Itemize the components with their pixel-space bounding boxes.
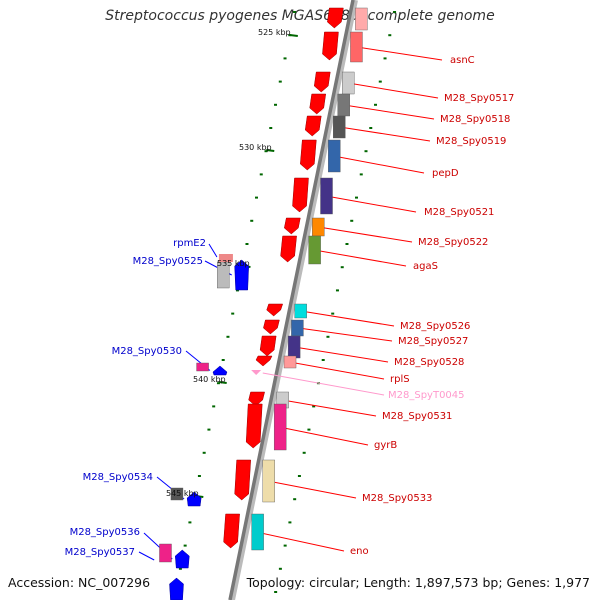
- gene-box-gyrB[interactable]: [273, 403, 287, 451]
- gene-box-asnC-upstream[interactable]: [355, 7, 368, 31]
- gene-label-M28_Spy0534[interactable]: M28_Spy0534: [83, 472, 153, 483]
- gene-arrow-M28_Spy0531[interactable]: [248, 391, 377, 417]
- gene-box-M28_Spy0526[interactable]: [294, 303, 307, 319]
- gene-box-M28_Spy0530[interactable]: [196, 362, 209, 372]
- gene-box-M28_Spy0534[interactable]: [170, 487, 184, 501]
- gene-arrow-gyrB[interactable]: [245, 403, 369, 449]
- gene-arrow-asnC-upstream[interactable]: [327, 7, 344, 29]
- gene-label-M28_Spy0536[interactable]: M28_Spy0536: [70, 527, 140, 538]
- gene-label-M28_Spy0537[interactable]: M28_Spy0537: [65, 547, 135, 558]
- gene-arrow-M28_SpyT0045[interactable]: [251, 370, 262, 375]
- gene-arrow-pepD[interactable]: [300, 139, 425, 174]
- gene-arrow-M28_Spy0528[interactable]: [259, 335, 389, 363]
- gene-label-M28_Spy0526[interactable]: M28_Spy0526: [400, 321, 470, 332]
- gene-label-asnC[interactable]: asnC: [450, 55, 475, 66]
- gene-label-eno[interactable]: eno: [350, 546, 369, 557]
- gene-arrow-M28_Spy0533[interactable]: [234, 459, 357, 501]
- gene-box-M28_Spy0522[interactable]: [312, 217, 325, 237]
- gene-box-M28_Spy0521[interactable]: [320, 177, 333, 215]
- tick-major-525: [289, 34, 298, 37]
- gene-label-gyrB[interactable]: gyrB: [374, 440, 397, 451]
- gene-label-M28_Spy0518[interactable]: M28_Spy0518: [440, 114, 510, 125]
- tick-label-540: 540 kbp: [193, 375, 226, 384]
- accession-text: Accession: NC_007296: [8, 575, 151, 590]
- gene-box-M28_Spy0517[interactable]: [342, 71, 355, 95]
- leader-rpmE2: [208, 243, 218, 258]
- gene-label-rpmE2[interactable]: rpmE2: [173, 238, 206, 249]
- genome-summary-text: Topology: circular; Length: 1,897,573 bp…: [246, 575, 590, 590]
- gene-arrow-M28_Spy0519[interactable]: [304, 115, 431, 142]
- map-title: Streptococcus pyogenes MGAS6180, complet…: [105, 8, 495, 24]
- gene-box-M28_Spy0533[interactable]: [262, 459, 275, 503]
- gene-label-M28_Spy0521[interactable]: M28_Spy0521: [424, 207, 494, 218]
- gene-box-agaS[interactable]: [308, 235, 321, 265]
- gene-box-M28_Spy0527[interactable]: [291, 319, 304, 337]
- gene-label-pepD[interactable]: pepD: [432, 168, 459, 179]
- gene-arrow-M28_Spy0526[interactable]: [266, 303, 395, 327]
- leader-M28_Spy0537: [138, 551, 155, 561]
- gene-label-M28_SpyT0045[interactable]: M28_SpyT0045: [388, 390, 465, 401]
- gene-arrow-M28_Spy0538[interactable]: [169, 577, 184, 600]
- genome-backbone-shadow: [229, 0, 358, 600]
- gene-arrow-M28_Spy0517[interactable]: [313, 71, 439, 99]
- gene-label-M28_Spy0525[interactable]: M28_Spy0525: [133, 256, 203, 267]
- gene-label-M28_Spy0531[interactable]: M28_Spy0531: [382, 411, 452, 422]
- gene-label-M28_Spy0527[interactable]: M28_Spy0527: [398, 336, 468, 347]
- tick-major-530: [266, 149, 275, 152]
- gene-box-M28_Spy0519[interactable]: [333, 115, 346, 139]
- gene-box-pepD[interactable]: [328, 139, 341, 173]
- gene-label-M28_Spy0519[interactable]: M28_Spy0519: [436, 136, 506, 147]
- gene-label-M28_Spy0517[interactable]: M28_Spy0517: [444, 93, 514, 104]
- gene-label-M28_Spy0528[interactable]: M28_Spy0528: [394, 357, 464, 368]
- gene-label-M28_Spy0522[interactable]: M28_Spy0522: [418, 237, 488, 248]
- tick-label-525: 525 kbp: [258, 28, 291, 37]
- gene-box-rpmE2[interactable]: [218, 254, 233, 262]
- gene-label-M28_Spy0530[interactable]: M28_Spy0530: [112, 346, 182, 357]
- gene-box-rplS[interactable]: [283, 355, 297, 369]
- leader-M28_SpyT0045: [262, 372, 385, 396]
- tick-major-540: [218, 381, 227, 384]
- gene-label-M28_Spy0533[interactable]: M28_Spy0533: [362, 493, 432, 504]
- gene-arrow-agaS[interactable]: [280, 235, 407, 267]
- gene-arrow-M28_Spy0521[interactable]: [292, 177, 417, 213]
- genome-backbone: [228, 0, 355, 600]
- gene-arrow-M28_Spy0518[interactable]: [309, 93, 435, 120]
- gene-label-rplS[interactable]: rplS: [390, 374, 410, 385]
- gene-arrow-rplS[interactable]: [255, 355, 385, 380]
- tick-label-535: 535 kbp: [217, 259, 250, 268]
- gene-arrow-eno[interactable]: [223, 513, 345, 552]
- gene-arrow-M28_Spy0527[interactable]: [263, 319, 393, 342]
- gene-arrow-M28_Spy0522[interactable]: [284, 217, 413, 243]
- gene-box-asnC[interactable]: [350, 31, 363, 63]
- tick-label-545: 545 kbp: [166, 489, 199, 498]
- gene-box-M28_Spy0528[interactable]: [287, 335, 301, 359]
- gene-box-M28_Spy0536[interactable]: [159, 543, 172, 563]
- gene-arrow-asnC[interactable]: [322, 31, 443, 61]
- gene-label-agaS[interactable]: agaS: [413, 261, 438, 272]
- tick-label-530: 530 kbp: [239, 143, 272, 152]
- gene-box-eno[interactable]: [251, 513, 264, 551]
- gene-box-M28_Spy0518[interactable]: [337, 93, 350, 117]
